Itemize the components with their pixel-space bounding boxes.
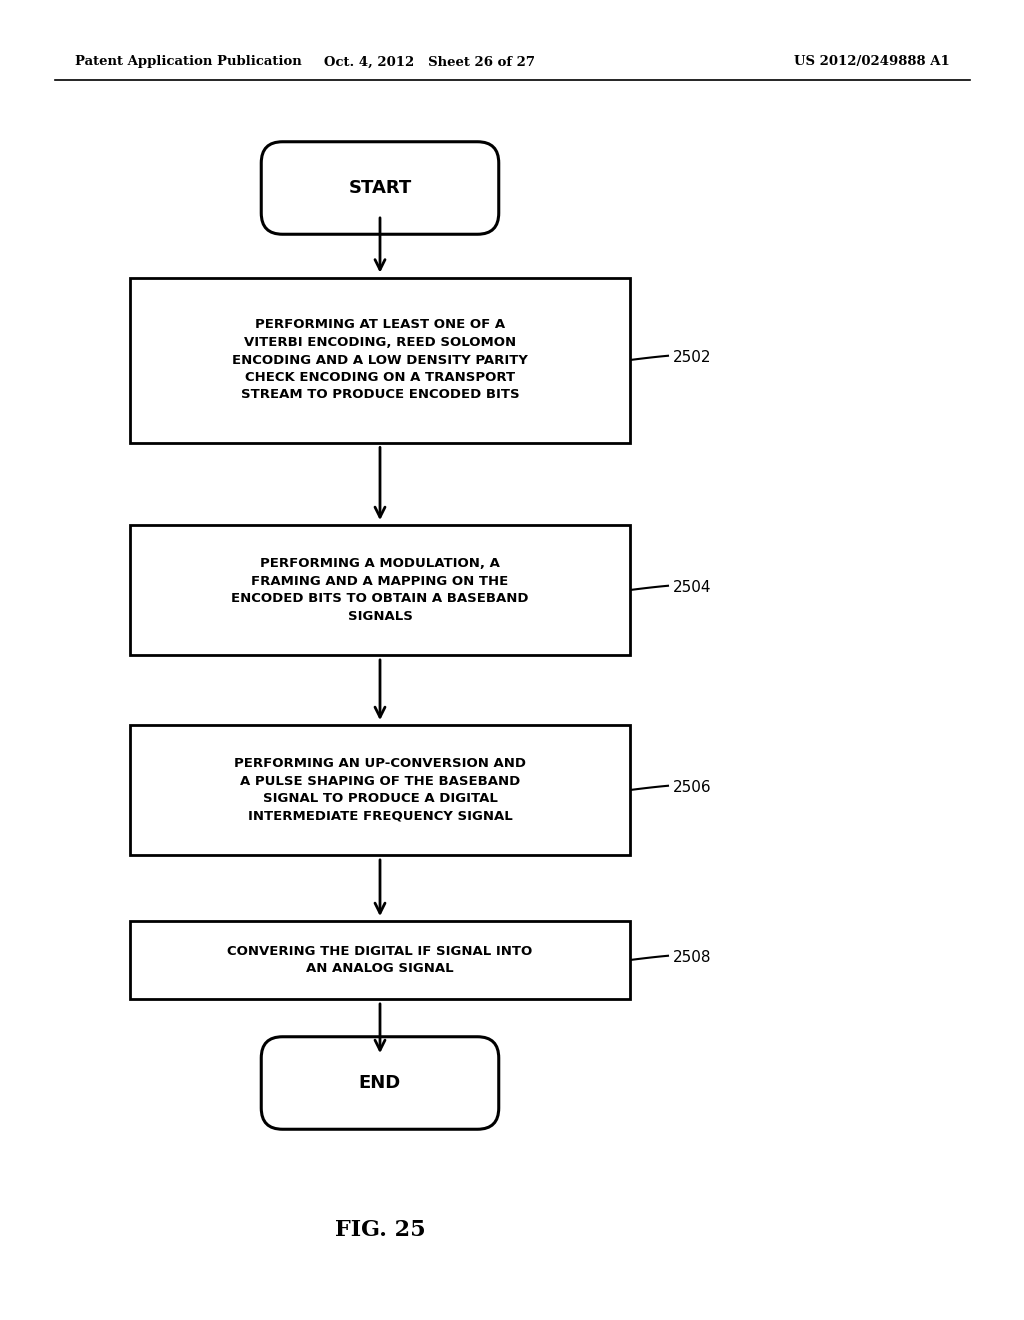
Text: CONVERING THE DIGITAL IF SIGNAL INTO
AN ANALOG SIGNAL: CONVERING THE DIGITAL IF SIGNAL INTO AN … [227, 945, 532, 975]
FancyBboxPatch shape [261, 1036, 499, 1129]
Text: PERFORMING AT LEAST ONE OF A
VITERBI ENCODING, REED SOLOMON
ENCODING AND A LOW D: PERFORMING AT LEAST ONE OF A VITERBI ENC… [232, 318, 528, 401]
Text: START: START [348, 180, 412, 197]
Text: PERFORMING A MODULATION, A
FRAMING AND A MAPPING ON THE
ENCODED BITS TO OBTAIN A: PERFORMING A MODULATION, A FRAMING AND A… [231, 557, 528, 623]
Text: 2508: 2508 [673, 949, 712, 965]
Text: Patent Application Publication: Patent Application Publication [75, 55, 302, 69]
Text: 2504: 2504 [673, 579, 712, 594]
Text: END: END [358, 1074, 401, 1092]
Bar [130, 725, 630, 855]
Bar [130, 277, 630, 442]
Text: Oct. 4, 2012   Sheet 26 of 27: Oct. 4, 2012 Sheet 26 of 27 [325, 55, 536, 69]
Text: 2506: 2506 [673, 780, 712, 795]
Text: US 2012/0249888 A1: US 2012/0249888 A1 [795, 55, 950, 69]
Text: 2502: 2502 [673, 350, 712, 364]
Text: PERFORMING AN UP-CONVERSION AND
A PULSE SHAPING OF THE BASEBAND
SIGNAL TO PRODUC: PERFORMING AN UP-CONVERSION AND A PULSE … [234, 758, 526, 822]
Bar [130, 525, 630, 655]
FancyBboxPatch shape [261, 141, 499, 234]
Text: FIG. 25: FIG. 25 [335, 1218, 425, 1241]
Bar [130, 921, 630, 999]
